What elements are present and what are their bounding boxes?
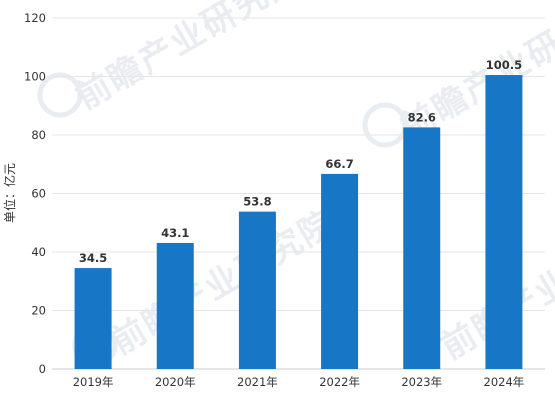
y-tick-label: 0 (39, 362, 46, 376)
y-tick-label: 60 (31, 187, 46, 201)
y-axis-label: 单位：亿元 (2, 163, 17, 223)
bar (321, 173, 359, 369)
y-tick-label: 100 (24, 70, 46, 84)
data-labels: 34.5 43.1 53.8 66.7 82.6 100.5 (79, 58, 522, 265)
x-tick-label: 2021年 (237, 375, 278, 389)
x-tick-label: 2024年 (484, 375, 525, 389)
data-label: 53.8 (243, 195, 271, 209)
bar (74, 268, 112, 369)
data-label: 43.1 (161, 226, 189, 240)
data-label: 34.5 (79, 251, 107, 265)
x-tick-label: 2023年 (401, 375, 442, 389)
bar (403, 127, 441, 370)
y-axis-ticks: 0 20 40 60 80 100 120 (24, 11, 46, 376)
y-tick-label: 20 (31, 304, 46, 318)
bar (485, 75, 523, 369)
y-tick-label: 80 (31, 128, 46, 142)
data-label: 82.6 (408, 110, 436, 124)
x-tick-label: 2022年 (319, 375, 360, 389)
bar (238, 211, 276, 369)
watermark-text: 前瞻产业研究院 (105, 202, 343, 363)
watermark-text: 前瞻产业研究院 (395, 0, 555, 148)
y-tick-label: 120 (24, 11, 46, 25)
bar (156, 242, 194, 369)
data-label: 100.5 (486, 58, 522, 72)
y-tick-label: 40 (31, 245, 46, 259)
x-axis-ticks: 2019年 2020年 2021年 2022年 2023年 2024年 (73, 375, 525, 389)
grid-lines (52, 17, 545, 370)
bars (74, 75, 523, 370)
x-tick-label: 2020年 (155, 375, 196, 389)
x-tick-label: 2019年 (73, 375, 114, 389)
watermark-layer: 前瞻产业研究院 前瞻产业研究院 前瞻产业研究院 前瞻产业研究院 (37, 0, 555, 368)
data-label: 66.7 (325, 157, 353, 171)
